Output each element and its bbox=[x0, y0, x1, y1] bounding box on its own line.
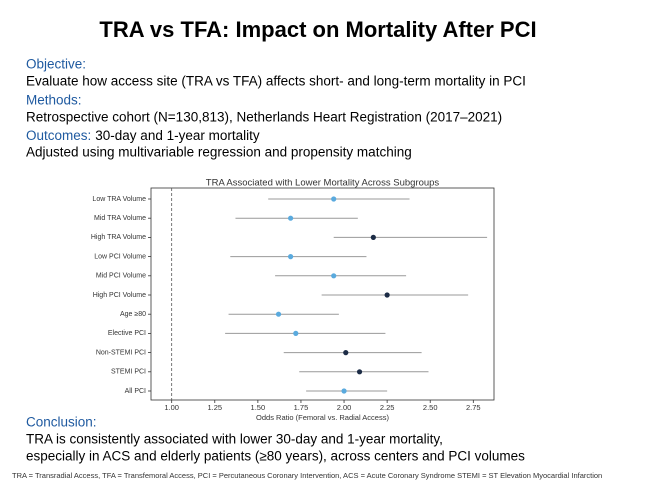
x-tick-label: 2.25 bbox=[380, 403, 395, 412]
methods: Retrospective cohort (N=130,813), Nether… bbox=[26, 110, 502, 125]
chart-title: TRA Associated with Lower Mortality Acro… bbox=[206, 178, 440, 189]
y-tick-label: Elective PCI bbox=[108, 330, 146, 337]
point-estimate bbox=[288, 215, 294, 221]
x-tick-label: 2.00 bbox=[337, 403, 352, 412]
y-tick-label: Mid PCI Volume bbox=[96, 273, 146, 280]
forest-plot: TRA Associated with Lower Mortality Acro… bbox=[91, 178, 495, 422]
y-tick-label: High PCI Volume bbox=[93, 292, 146, 299]
point-estimate bbox=[341, 388, 347, 394]
plot-frame bbox=[150, 187, 495, 401]
conclusion-line: TRA is consistently associated with lowe… bbox=[26, 432, 443, 447]
y-tick-label: Mid TRA Volume bbox=[94, 215, 146, 222]
y-tick-label: High TRA Volume bbox=[91, 234, 146, 241]
conclusion-label: Conclusion: bbox=[26, 415, 97, 430]
x-tick-label: 1.00 bbox=[164, 403, 179, 412]
point-estimate bbox=[370, 234, 376, 240]
outcomes: 30-day and 1-year mortality bbox=[95, 128, 260, 143]
adjusted: Adjusted using multivariable regression … bbox=[26, 145, 412, 160]
y-tick-label: Age ≥80 bbox=[120, 311, 146, 318]
y-tick-label: Low TRA Volume bbox=[92, 196, 146, 203]
methods-label: Methods: bbox=[26, 93, 82, 108]
footnote: TRA = Transradial Access, TFA = Transfem… bbox=[12, 471, 602, 480]
x-tick-label: 2.50 bbox=[423, 403, 438, 412]
point-estimate bbox=[331, 273, 337, 279]
point-estimate bbox=[293, 330, 299, 336]
objective: Evaluate how access site (TRA vs TFA) af… bbox=[26, 74, 526, 89]
y-tick-label: All PCI bbox=[125, 388, 146, 395]
point-estimate bbox=[356, 369, 363, 375]
point-estimate bbox=[331, 196, 337, 202]
outcomes-line: Outcomes: 30-day and 1-year mortality bbox=[26, 128, 260, 143]
slide-title: TRA vs TFA: Impact on Mortality After PC… bbox=[99, 17, 536, 42]
point-estimate bbox=[384, 292, 390, 298]
x-tick-label: 2.75 bbox=[466, 403, 481, 412]
y-tick-label: STEMI PCI bbox=[111, 369, 146, 376]
y-tick-label: Low PCI Volume bbox=[94, 253, 146, 260]
x-tick-label: 1.50 bbox=[251, 403, 266, 412]
point-estimate bbox=[343, 350, 349, 356]
conclusion-line: especially in ACS and elderly patients (… bbox=[26, 449, 525, 464]
point-estimate bbox=[275, 311, 282, 317]
x-tick-label: 1.25 bbox=[207, 403, 222, 412]
objective-label: Objective: bbox=[26, 57, 86, 72]
x-tick-label: 1.75 bbox=[294, 403, 309, 412]
point-estimate bbox=[288, 254, 294, 260]
x-axis-label: Odds Ratio (Femoral vs. Radial Access) bbox=[256, 413, 389, 422]
y-tick-label: Non-STEMI PCI bbox=[96, 349, 146, 356]
outcomes-label: Outcomes: bbox=[26, 128, 91, 143]
